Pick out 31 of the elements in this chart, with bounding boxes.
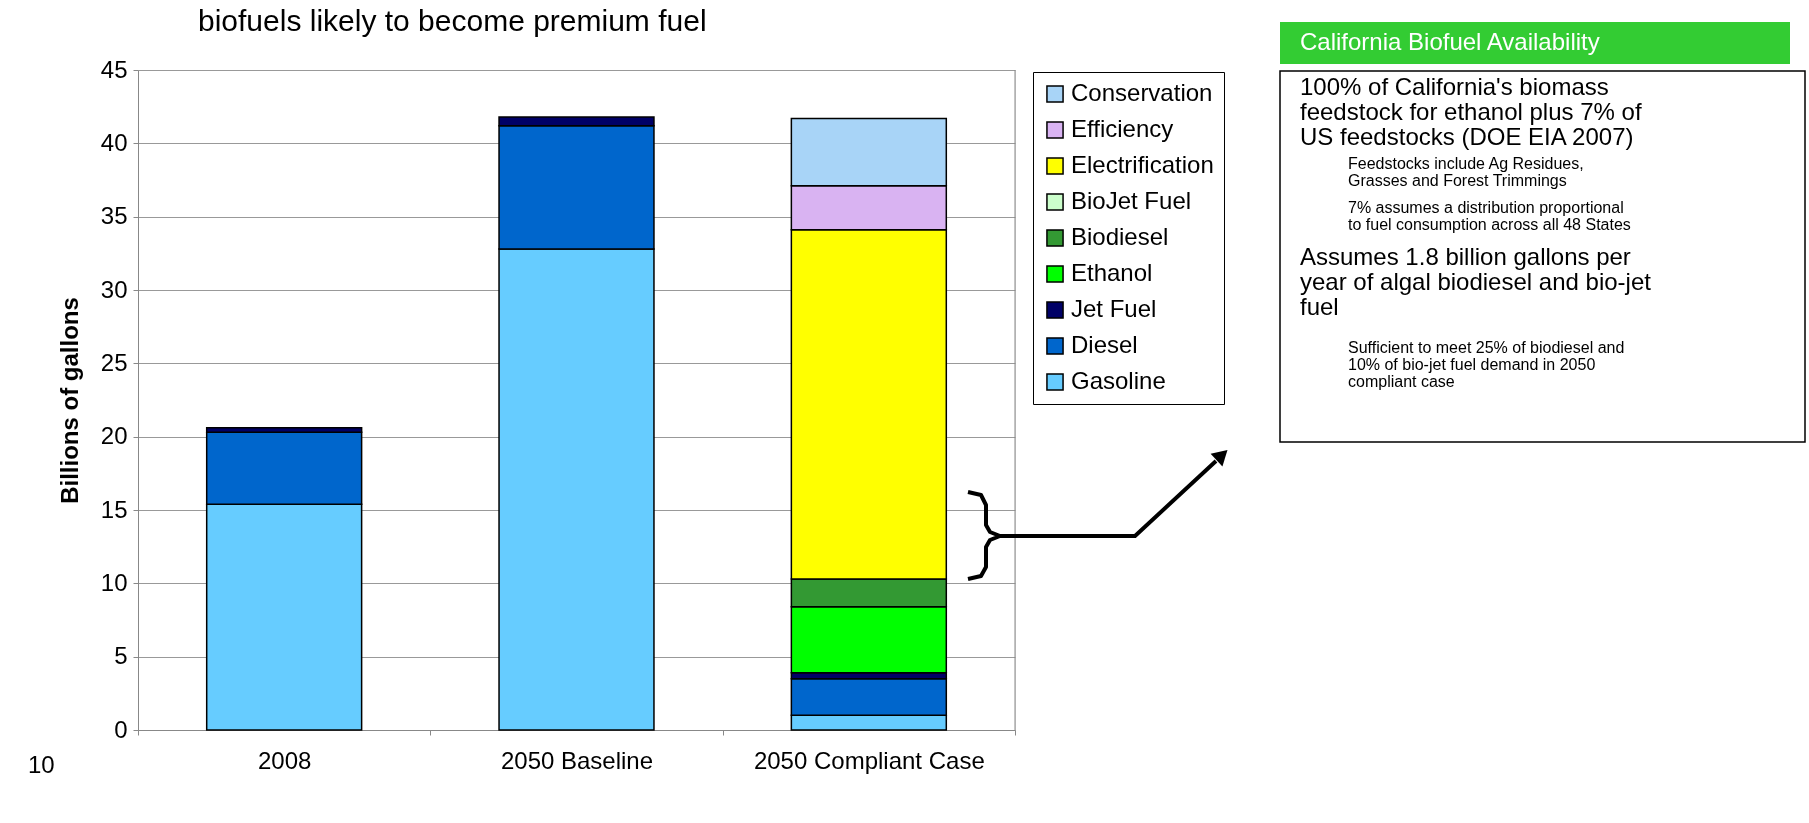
y-tick-label: 10 bbox=[100, 568, 128, 596]
legend-label: Efficiency bbox=[1071, 115, 1174, 142]
y-axis-title: Billions of gallons bbox=[55, 297, 83, 504]
x-tick-label: 2008 bbox=[257, 746, 312, 774]
text: California Biofuel Availability bbox=[1300, 28, 1600, 55]
x-tick-label: 2050 Baseline bbox=[500, 746, 654, 774]
y-tick-label: 25 bbox=[100, 348, 128, 376]
text: 10 bbox=[28, 751, 55, 778]
y-tick-label: 5 bbox=[114, 642, 128, 670]
text: 100% of California's biomass feedstock for ethanol plus 7% of US feedstocks (DOE EIA 2007) bbox=[1300, 73, 1642, 151]
legend-label: BioJet Fuel bbox=[1071, 187, 1192, 214]
y-tick-label: 15 bbox=[100, 495, 128, 523]
legend-label: Jet Fuel bbox=[1071, 295, 1157, 322]
y-tick-label: 20 bbox=[100, 422, 128, 450]
legend-label: Diesel bbox=[1071, 331, 1138, 358]
y-tick-label: 40 bbox=[100, 128, 128, 156]
text: Feedstocks include Ag Residues, Grasses and Forest Trimmings bbox=[1348, 155, 1584, 189]
legend-label: Electrification bbox=[1071, 151, 1214, 178]
y-tick-label: 45 bbox=[100, 55, 128, 83]
legend-label: Gasoline bbox=[1071, 367, 1166, 394]
text: Sufficient to meet 25% of biodiesel and 10% of bio-jet fuel demand in 2050 compliant case bbox=[1348, 339, 1625, 390]
legend-label: Conservation bbox=[1071, 79, 1213, 106]
text: 7% assumes a distribution proportional to fuel consumption across all 48 States bbox=[1348, 199, 1631, 233]
y-tick-label: 30 bbox=[100, 275, 128, 303]
y-tick-label: 35 bbox=[100, 202, 128, 230]
x-tick-label: 2050 Compliant Case bbox=[753, 746, 985, 774]
legend-label: Biodiesel bbox=[1071, 223, 1169, 250]
y-tick-label: 0 bbox=[114, 715, 128, 743]
text: Assumes 1.8 billion gallons per year of algal biodiesel and bio-jet fuel bbox=[1300, 243, 1652, 321]
chart-title: biofuels likely to become premium fuel bbox=[198, 4, 707, 37]
legend-label: Ethanol bbox=[1071, 259, 1153, 286]
